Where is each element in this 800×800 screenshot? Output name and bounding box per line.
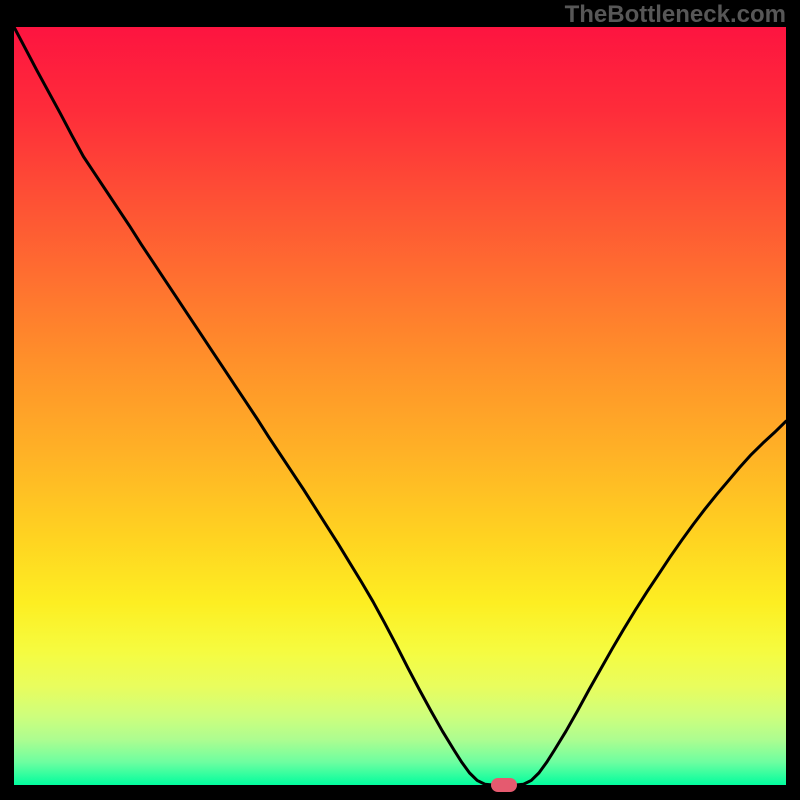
- watermark-text: TheBottleneck.com: [565, 1, 786, 29]
- bottleneck-marker: [491, 778, 517, 792]
- bottleneck-curve: [0, 0, 800, 800]
- chart-frame: TheBottleneck.com: [0, 0, 800, 800]
